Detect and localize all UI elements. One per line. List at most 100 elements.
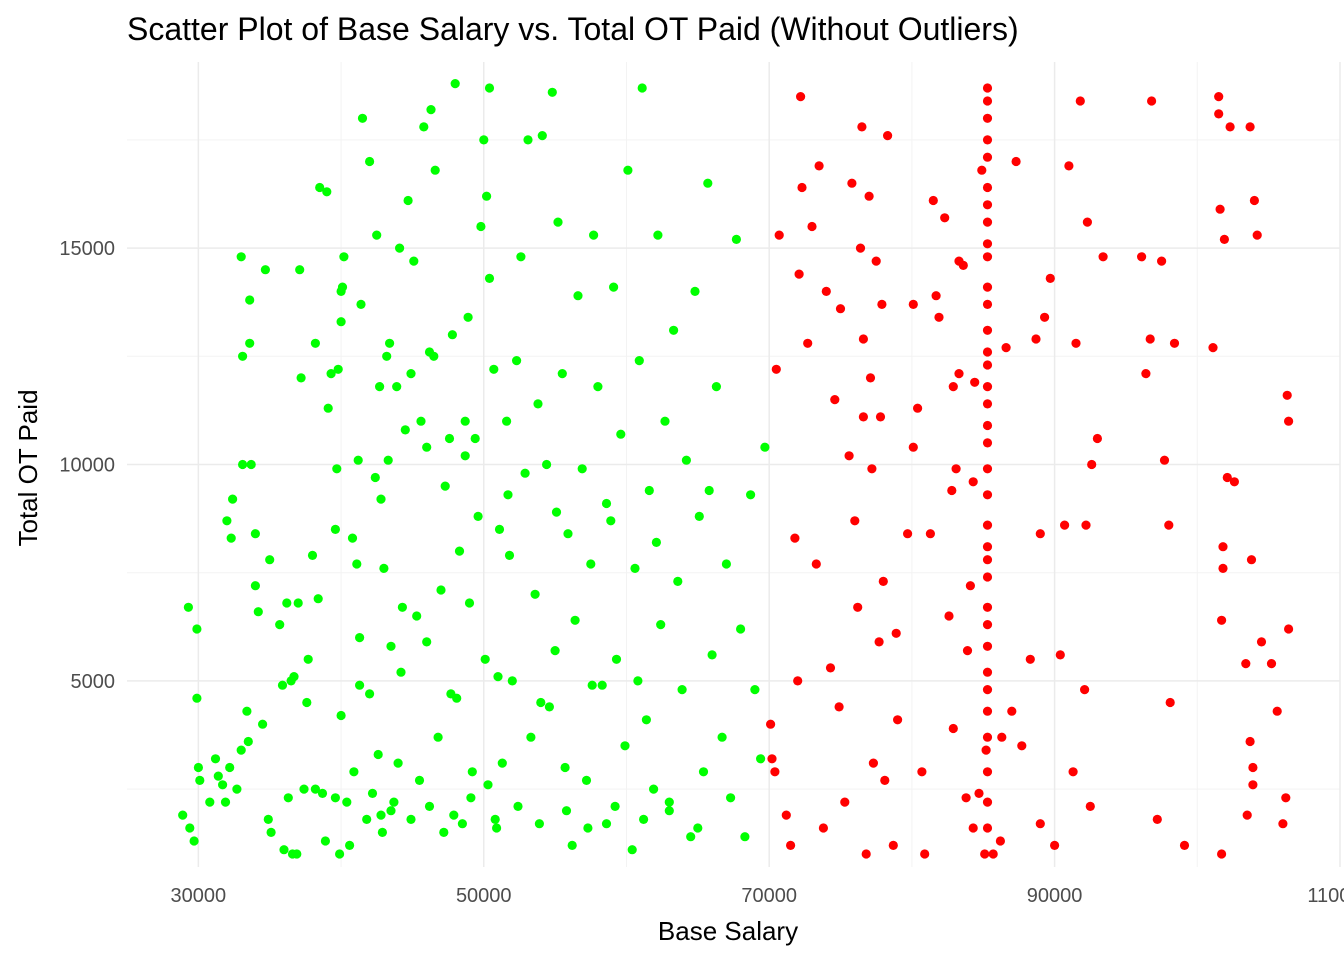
data-point — [310, 784, 320, 794]
data-point — [336, 317, 346, 327]
data-point — [530, 589, 540, 599]
data-point — [1214, 92, 1224, 102]
data-point — [393, 758, 403, 768]
data-point — [551, 507, 562, 517]
data-point — [429, 351, 439, 361]
data-point — [296, 373, 306, 383]
y-axis-title: Total OT Paid — [13, 389, 43, 546]
data-point — [982, 299, 993, 309]
data-point — [275, 620, 285, 630]
data-point — [507, 676, 517, 686]
data-point — [878, 576, 888, 587]
data-point — [968, 477, 978, 487]
data-point — [1082, 217, 1092, 227]
data-point — [577, 464, 587, 474]
data-point — [553, 217, 563, 227]
data-point — [818, 823, 829, 833]
data-point — [557, 369, 567, 379]
data-point — [476, 221, 486, 232]
data-point — [875, 412, 886, 422]
data-point — [1278, 819, 1288, 829]
data-point — [416, 416, 426, 426]
data-point — [547, 87, 557, 97]
data-point — [855, 243, 866, 253]
data-point — [502, 416, 512, 426]
data-point — [213, 771, 223, 781]
data-point — [467, 767, 477, 777]
data-point — [982, 767, 993, 777]
y-tick-label: 5000 — [71, 671, 116, 693]
data-point — [857, 122, 867, 132]
data-point — [982, 83, 993, 93]
data-point — [243, 736, 253, 747]
data-point — [494, 524, 505, 535]
data-point — [382, 351, 392, 361]
data-point — [834, 702, 844, 712]
data-point — [581, 775, 592, 786]
data-point — [561, 806, 572, 816]
data-point — [1215, 204, 1225, 214]
data-point — [386, 806, 396, 816]
data-point — [913, 403, 923, 413]
data-point — [982, 490, 993, 500]
data-point — [238, 351, 248, 361]
data-point — [183, 602, 193, 612]
data-point — [332, 464, 342, 474]
data-point — [850, 516, 860, 526]
data-point — [944, 611, 954, 621]
data-point — [490, 814, 500, 825]
data-point — [1218, 563, 1228, 574]
data-point — [982, 282, 993, 292]
data-point — [868, 758, 879, 768]
data-point — [750, 685, 760, 695]
data-point — [345, 840, 355, 851]
data-point — [1266, 659, 1277, 669]
data-point — [310, 338, 320, 348]
chart-title: Scatter Plot of Base Salary vs. Total OT… — [127, 11, 1019, 47]
data-point — [593, 382, 603, 392]
data-point — [457, 819, 467, 829]
data-point — [372, 230, 382, 240]
data-point — [627, 845, 637, 855]
data-point — [460, 451, 470, 461]
data-point — [865, 373, 876, 383]
data-point — [226, 533, 236, 543]
data-point — [320, 836, 330, 846]
data-point — [988, 849, 998, 859]
data-point — [397, 602, 407, 612]
data-point — [446, 689, 456, 699]
data-point — [840, 797, 850, 807]
data-point — [1165, 697, 1175, 708]
data-point — [693, 823, 703, 833]
data-point — [1068, 767, 1078, 777]
data-point — [1169, 338, 1180, 348]
data-point — [389, 797, 399, 807]
data-point — [982, 399, 993, 409]
data-point — [786, 840, 796, 851]
data-point — [1147, 96, 1157, 106]
data-point — [847, 178, 857, 188]
data-point — [449, 810, 459, 820]
data-point — [504, 550, 515, 561]
data-point — [606, 516, 616, 526]
data-point — [858, 412, 869, 422]
data-point — [781, 810, 791, 820]
data-point — [396, 667, 406, 677]
data-point — [877, 299, 887, 309]
x-tick-label: 90000 — [1027, 885, 1083, 907]
x-axis-title: Base Salary — [658, 916, 798, 946]
data-point — [835, 304, 846, 314]
data-point — [888, 840, 898, 851]
data-point — [409, 256, 419, 266]
data-point — [1225, 122, 1235, 132]
data-point — [178, 810, 188, 820]
data-point — [664, 806, 674, 816]
data-point — [1245, 736, 1255, 747]
data-point — [864, 191, 874, 201]
data-point — [858, 334, 869, 344]
data-point — [1011, 156, 1021, 167]
data-point — [560, 762, 570, 773]
data-point — [611, 654, 622, 664]
data-point — [282, 598, 292, 608]
data-point — [299, 784, 309, 794]
